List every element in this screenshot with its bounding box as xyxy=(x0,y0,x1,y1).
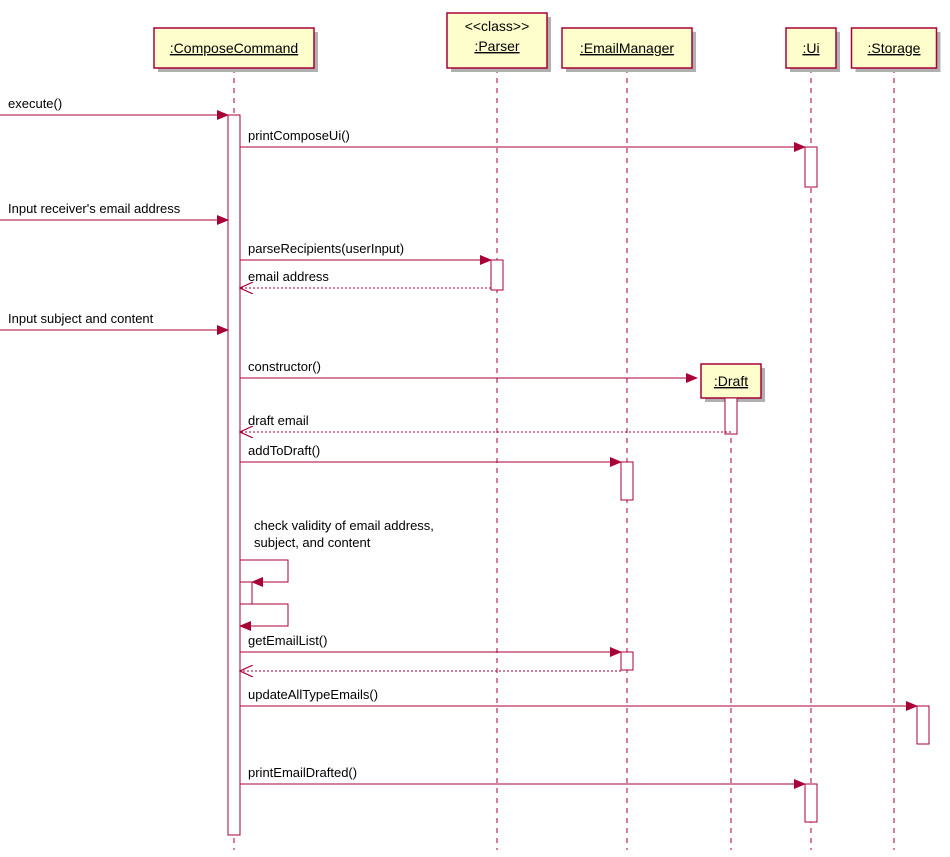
message-label: check validity of email address, xyxy=(254,518,434,533)
message-label: getEmailList() xyxy=(248,633,327,648)
activation-bar xyxy=(805,784,817,822)
activation-bar xyxy=(917,706,929,744)
activation-bar xyxy=(725,398,737,434)
message-label: printEmailDrafted() xyxy=(248,765,357,780)
participant-stereotype: <<class>> xyxy=(465,18,530,34)
message-label: subject, and content xyxy=(254,535,371,550)
message-label: Input receiver's email address xyxy=(8,201,181,216)
participant-label: :ComposeCommand xyxy=(170,40,298,56)
participant-label: :Storage xyxy=(868,40,921,56)
activation-bar xyxy=(621,462,633,500)
message-label: updateAllTypeEmails() xyxy=(248,687,378,702)
message-label: execute() xyxy=(8,96,62,111)
activation-bar xyxy=(228,115,240,835)
message-label: printComposeUi() xyxy=(248,128,350,143)
message-label: Input subject and content xyxy=(8,311,154,326)
participant-label: :Ui xyxy=(802,40,819,56)
message-label: email address xyxy=(248,269,329,284)
message-label: constructor() xyxy=(248,359,321,374)
participant-label: :Draft xyxy=(714,373,748,389)
activation-bar xyxy=(621,652,633,670)
participant-label: :EmailManager xyxy=(580,40,674,56)
sequence-diagram: :ComposeCommand <<class>> :Parser :EmailMan… xyxy=(0,0,950,857)
participant-label: :Parser xyxy=(474,38,519,54)
message-label: parseRecipients(userInput) xyxy=(248,241,404,256)
activation-bar xyxy=(491,260,503,290)
activation-bar xyxy=(805,147,817,187)
message-label: draft email xyxy=(248,413,309,428)
message-label: addToDraft() xyxy=(248,443,320,458)
